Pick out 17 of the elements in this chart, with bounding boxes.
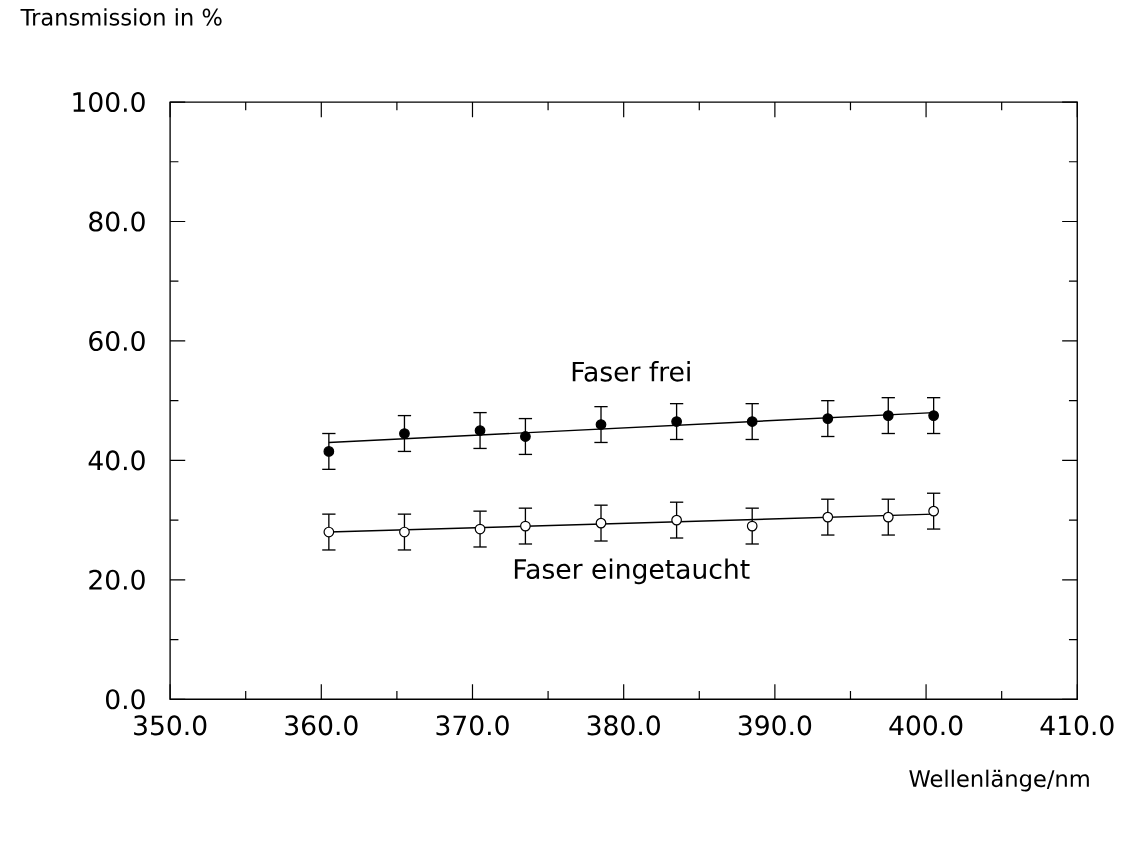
x-tick-label: 380.0 [587,715,660,736]
x-tick-label: 350.0 [134,715,207,736]
y-tick-label: 100.0 [73,92,145,113]
x-tick-label: 390.0 [738,715,812,736]
x-tick-label: 410.0 [1040,715,1114,736]
series-label: Faser frei [572,361,690,382]
y-tick-label: 40.0 [88,450,145,471]
x-tick-label: 400.0 [889,715,963,736]
y-tick-label: 60.0 [89,330,145,352]
y-axis-title: Transmission in % [20,8,222,26]
x-axis-title: Wellenlänge/nm [909,769,1089,792]
series-label: Faser eingetaucht [514,558,750,585]
y-tick-label: 80.0 [89,211,145,232]
y-tick-label: 20.0 [89,569,145,590]
x-tick-label: 360.0 [285,715,358,736]
y-tick-label: 0.0 [106,689,145,710]
x-tick-label: 370.0 [436,715,509,736]
